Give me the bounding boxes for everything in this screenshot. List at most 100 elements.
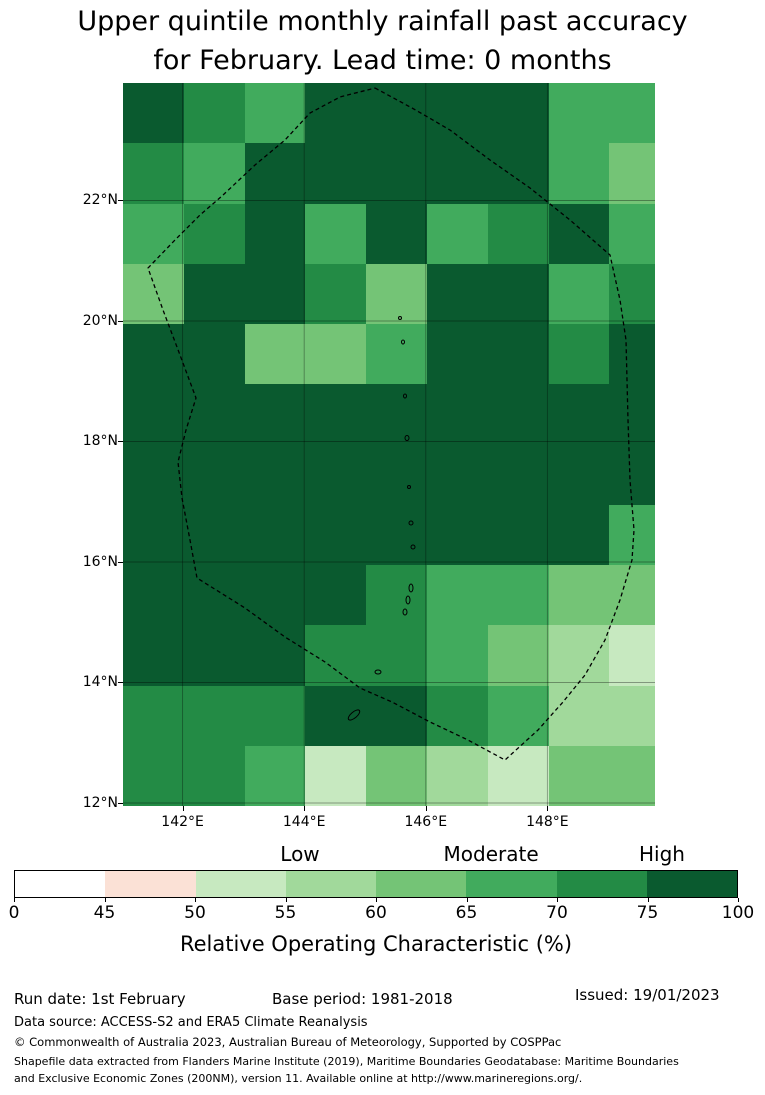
- x-tick-label: 142°E: [161, 814, 204, 830]
- heatmap-cell: [366, 324, 427, 385]
- heatmap-cell: [487, 565, 549, 626]
- colorbar-tick-mark: [647, 898, 649, 902]
- heatmap-cell: [609, 384, 655, 445]
- island-outlines: [347, 316, 416, 721]
- heatmap-cell: [548, 745, 610, 806]
- heatmap-cell: [426, 745, 488, 806]
- heatmap-cell: [548, 565, 610, 626]
- colorbar-segment-45-50: [105, 871, 196, 897]
- x-tick-mark: [182, 806, 184, 811]
- heatmap-cell: [548, 625, 610, 686]
- x-tick-label: 146°E: [404, 814, 448, 830]
- map-gridlines: [123, 83, 655, 806]
- heatmap-cell: [426, 203, 488, 264]
- heatmap-cell: [244, 203, 306, 264]
- heatmap-cell: [123, 685, 184, 746]
- colorbar-segment-55-60: [285, 871, 376, 897]
- heatmap-cell: [183, 203, 245, 264]
- colorbar-segment-75-100: [646, 871, 737, 897]
- heatmap-cell: [183, 324, 245, 385]
- heatmap-cell: [426, 685, 488, 746]
- heatmap-cell: [426, 625, 488, 686]
- heatmap-cell: [244, 685, 306, 746]
- colorbar-segment-65-70: [466, 871, 557, 897]
- shapefile-attribution-line2: and Exclusive Economic Zones (200NM), ve…: [14, 1071, 583, 1085]
- heatmap-cell: [487, 263, 549, 324]
- x-tick-label: 148°E: [526, 814, 569, 830]
- y-tick-label: 22°N: [82, 192, 118, 209]
- y-tick-label: 14°N: [82, 674, 118, 691]
- colorbar-segment-60-65: [376, 871, 467, 897]
- x-tick-label: 144°E: [282, 814, 326, 830]
- y-tick-label: 16°N: [82, 553, 118, 570]
- heatmap-cell: [183, 565, 245, 626]
- heatmap-cell: [609, 324, 655, 385]
- shapefile-attribution-text: Shapefile data extracted from Flanders M…: [14, 1054, 762, 1087]
- heatmap-cell: [426, 565, 488, 626]
- heatmap-cell: [366, 384, 427, 445]
- copyright-text: © Commonwealth of Australia 2023, Austra…: [14, 1035, 562, 1049]
- heatmap-cell: [123, 203, 184, 264]
- colorbar-category-low: Low: [280, 842, 320, 866]
- heatmap-cell: [305, 565, 367, 626]
- heatmap-cell: [548, 263, 610, 324]
- heatmap-cell: [123, 444, 184, 505]
- heatmap-cell: [487, 203, 549, 264]
- colorbar-tick-label: 75: [636, 903, 659, 923]
- heatmap-cell: [123, 565, 184, 626]
- heatmap-cell: [548, 685, 610, 746]
- heatmap-cell: [487, 143, 549, 204]
- heatmap-cell: [548, 324, 610, 385]
- heatmap-cell: [548, 384, 610, 445]
- heatmap-cell: [426, 143, 488, 204]
- colorbar-tick-label: 45: [93, 903, 116, 923]
- heatmap-cell: [244, 745, 306, 806]
- x-tick-mark: [425, 806, 427, 811]
- heatmap-cell: [609, 685, 655, 746]
- heatmap-cell: [609, 565, 655, 626]
- y-tick-label: 18°N: [82, 433, 118, 450]
- heatmap-cell: [426, 384, 488, 445]
- heatmap-cell: [305, 504, 367, 565]
- y-tick-mark: [118, 441, 123, 443]
- heatmap-cell: [123, 143, 184, 204]
- map-overlay: [123, 83, 655, 806]
- colorbar-tick-label: 55: [274, 903, 297, 923]
- heatmap-cell: [426, 444, 488, 505]
- heatmap-cell: [183, 504, 245, 565]
- heatmap-cell: [183, 143, 245, 204]
- shapefile-attribution-line1: Shapefile data extracted from Flanders M…: [14, 1055, 679, 1068]
- heatmap-cell: [305, 384, 367, 445]
- heatmap-cell: [548, 504, 610, 565]
- heatmap-cell: [244, 83, 306, 144]
- heatmap-cell: [183, 685, 245, 746]
- heatmap-cell: [548, 83, 610, 144]
- title-line-1: Upper quintile monthly rainfall past acc…: [77, 6, 688, 37]
- heatmap-cell: [123, 384, 184, 445]
- title-line-2: for February. Lead time: 0 months: [153, 45, 612, 76]
- heatmap-cell: [426, 263, 488, 324]
- heatmap-cell: [366, 83, 427, 144]
- heatmap-cell: [305, 324, 367, 385]
- heatmap-cell: [366, 625, 427, 686]
- heatmap-cell: [609, 143, 655, 204]
- heatmap-cell: [123, 504, 184, 565]
- heatmap-cell: [244, 384, 306, 445]
- y-tick-mark: [118, 200, 123, 202]
- heatmap-cell: [366, 504, 427, 565]
- heatmap-cell: [305, 203, 367, 264]
- heatmap-cell: [183, 444, 245, 505]
- heatmap-cell: [366, 565, 427, 626]
- heatmap-cell: [366, 444, 427, 505]
- heatmap-cell: [487, 745, 549, 806]
- colorbar-tick-label: 50: [184, 903, 206, 923]
- heatmap-cell: [487, 685, 549, 746]
- heatmap-cell: [305, 444, 367, 505]
- heatmap-cell: [426, 83, 488, 144]
- colorbar-tick-mark: [466, 898, 468, 902]
- heatmap-cell: [426, 504, 488, 565]
- colorbar-tick-label: 100: [721, 903, 755, 923]
- data-source-text: Data source: ACCESS-S2 and ERA5 Climate …: [14, 1015, 368, 1030]
- colorbar-tick-mark: [376, 898, 377, 902]
